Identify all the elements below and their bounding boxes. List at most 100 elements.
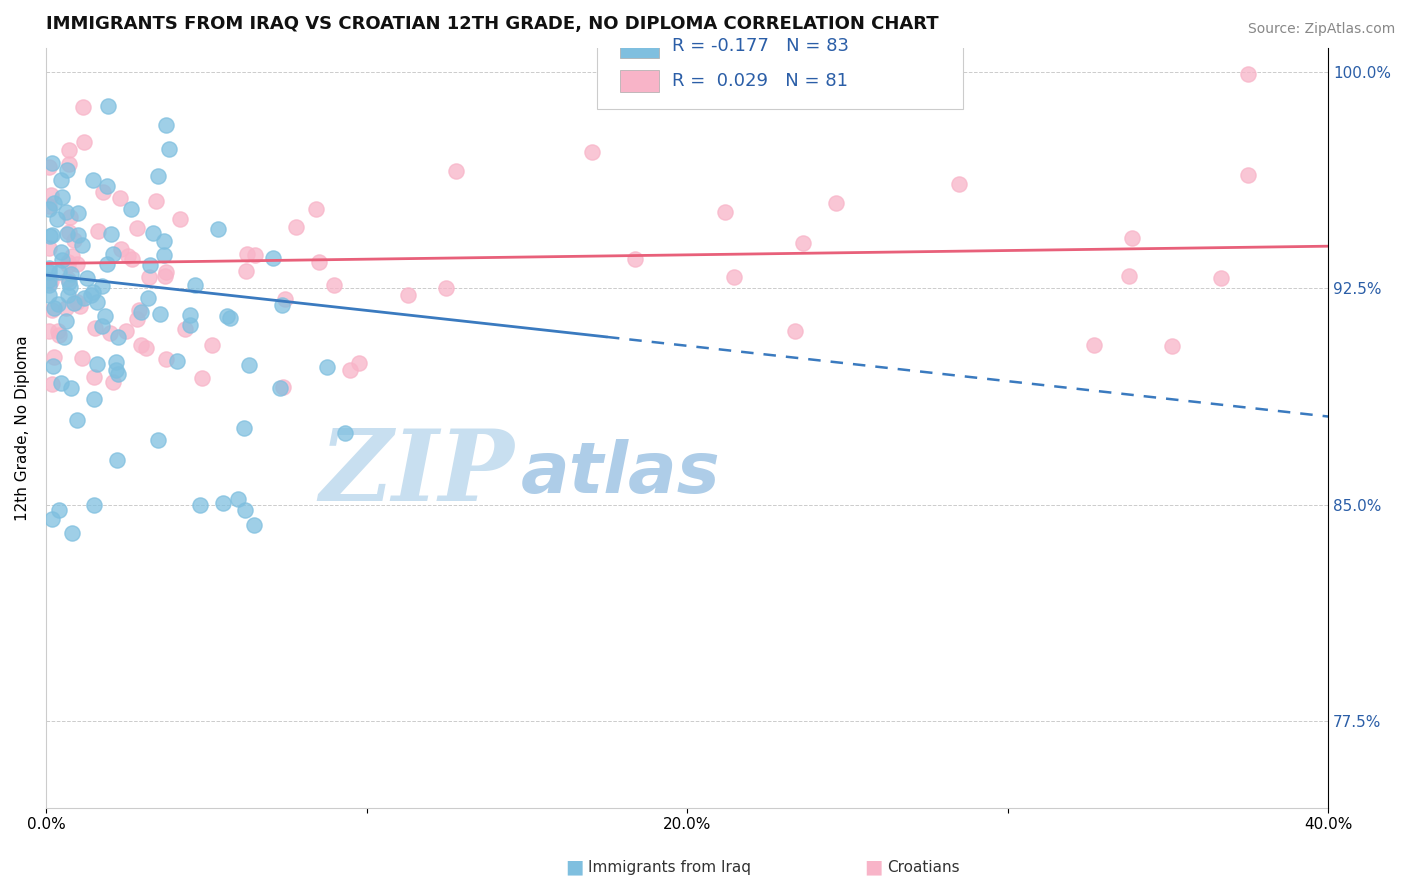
Point xyxy=(66,294,89,309)
Point xyxy=(243,517,266,532)
Point xyxy=(66,257,89,271)
Point xyxy=(179,308,201,322)
Point xyxy=(73,135,96,149)
Text: ■: ■ xyxy=(865,857,883,877)
Point xyxy=(69,299,91,313)
Point xyxy=(100,227,122,241)
Point xyxy=(624,252,647,266)
Point xyxy=(72,100,94,114)
Point xyxy=(66,227,89,242)
Point xyxy=(48,327,70,342)
Point xyxy=(86,358,108,372)
Point xyxy=(46,212,69,227)
Point xyxy=(91,186,114,200)
Point xyxy=(129,337,152,351)
Point xyxy=(107,367,129,381)
Text: ■: ■ xyxy=(565,857,583,877)
Point xyxy=(139,258,162,272)
Point xyxy=(60,249,83,263)
Point xyxy=(1237,67,1260,81)
Point xyxy=(46,324,69,338)
Point xyxy=(55,205,77,219)
Point xyxy=(63,296,86,310)
Point xyxy=(212,496,235,510)
Point xyxy=(42,359,65,373)
Point xyxy=(46,297,69,311)
Point xyxy=(114,324,136,338)
Point xyxy=(233,503,256,517)
Point xyxy=(201,338,224,352)
Point xyxy=(105,453,128,467)
Point xyxy=(174,322,197,336)
FancyBboxPatch shape xyxy=(598,22,963,109)
Point xyxy=(86,294,108,309)
Point xyxy=(104,363,127,377)
Point xyxy=(305,202,328,217)
Point xyxy=(155,351,177,366)
Point xyxy=(51,190,73,204)
Point xyxy=(284,219,307,234)
Point xyxy=(48,503,70,517)
Point xyxy=(44,301,66,315)
Point xyxy=(783,324,806,338)
Point xyxy=(58,275,80,289)
FancyBboxPatch shape xyxy=(620,70,659,93)
Point xyxy=(129,305,152,319)
Text: Source: ZipAtlas.com: Source: ZipAtlas.com xyxy=(1247,22,1395,37)
Point xyxy=(243,248,266,262)
Point xyxy=(1121,231,1143,245)
Point xyxy=(59,210,82,224)
Point xyxy=(146,433,169,447)
Point xyxy=(63,233,86,247)
Point xyxy=(90,279,112,293)
Point xyxy=(56,272,79,286)
Point xyxy=(98,326,121,340)
Point xyxy=(153,268,176,283)
Point xyxy=(48,265,70,279)
Point xyxy=(51,252,73,267)
Point xyxy=(38,161,60,175)
Point xyxy=(273,292,295,306)
Point xyxy=(49,244,72,259)
Point xyxy=(434,281,457,295)
Text: Immigrants from Iraq: Immigrants from Iraq xyxy=(588,860,751,874)
Point xyxy=(1083,338,1105,352)
Point xyxy=(127,221,149,235)
Point xyxy=(271,380,294,394)
Point xyxy=(38,288,60,302)
Point xyxy=(349,356,371,370)
Point xyxy=(49,173,72,187)
Point xyxy=(262,251,284,265)
Point xyxy=(792,236,814,251)
Point xyxy=(58,225,80,239)
Point xyxy=(323,278,346,293)
Point xyxy=(58,156,80,170)
Point xyxy=(446,163,468,178)
Point xyxy=(87,224,110,238)
Point xyxy=(1161,338,1184,352)
Point xyxy=(110,242,132,256)
Point xyxy=(76,270,98,285)
Point xyxy=(90,318,112,333)
Point xyxy=(59,268,82,282)
Text: atlas: atlas xyxy=(520,439,720,508)
Point xyxy=(128,303,150,318)
Point xyxy=(219,311,242,326)
Point xyxy=(96,257,118,271)
Point xyxy=(169,211,191,226)
Point xyxy=(207,222,229,236)
Point xyxy=(84,320,107,334)
Point xyxy=(149,307,172,321)
Point xyxy=(52,329,75,343)
Point xyxy=(307,844,329,858)
Point xyxy=(127,312,149,326)
Point xyxy=(38,241,60,255)
Text: R =  0.029   N = 81: R = 0.029 N = 81 xyxy=(672,72,848,90)
Point xyxy=(38,264,60,278)
Point xyxy=(44,350,66,364)
Y-axis label: 12th Grade, No Diploma: 12th Grade, No Diploma xyxy=(15,335,30,521)
Point xyxy=(166,354,188,368)
Point xyxy=(41,228,63,243)
Point xyxy=(65,413,87,427)
Point xyxy=(236,247,259,261)
